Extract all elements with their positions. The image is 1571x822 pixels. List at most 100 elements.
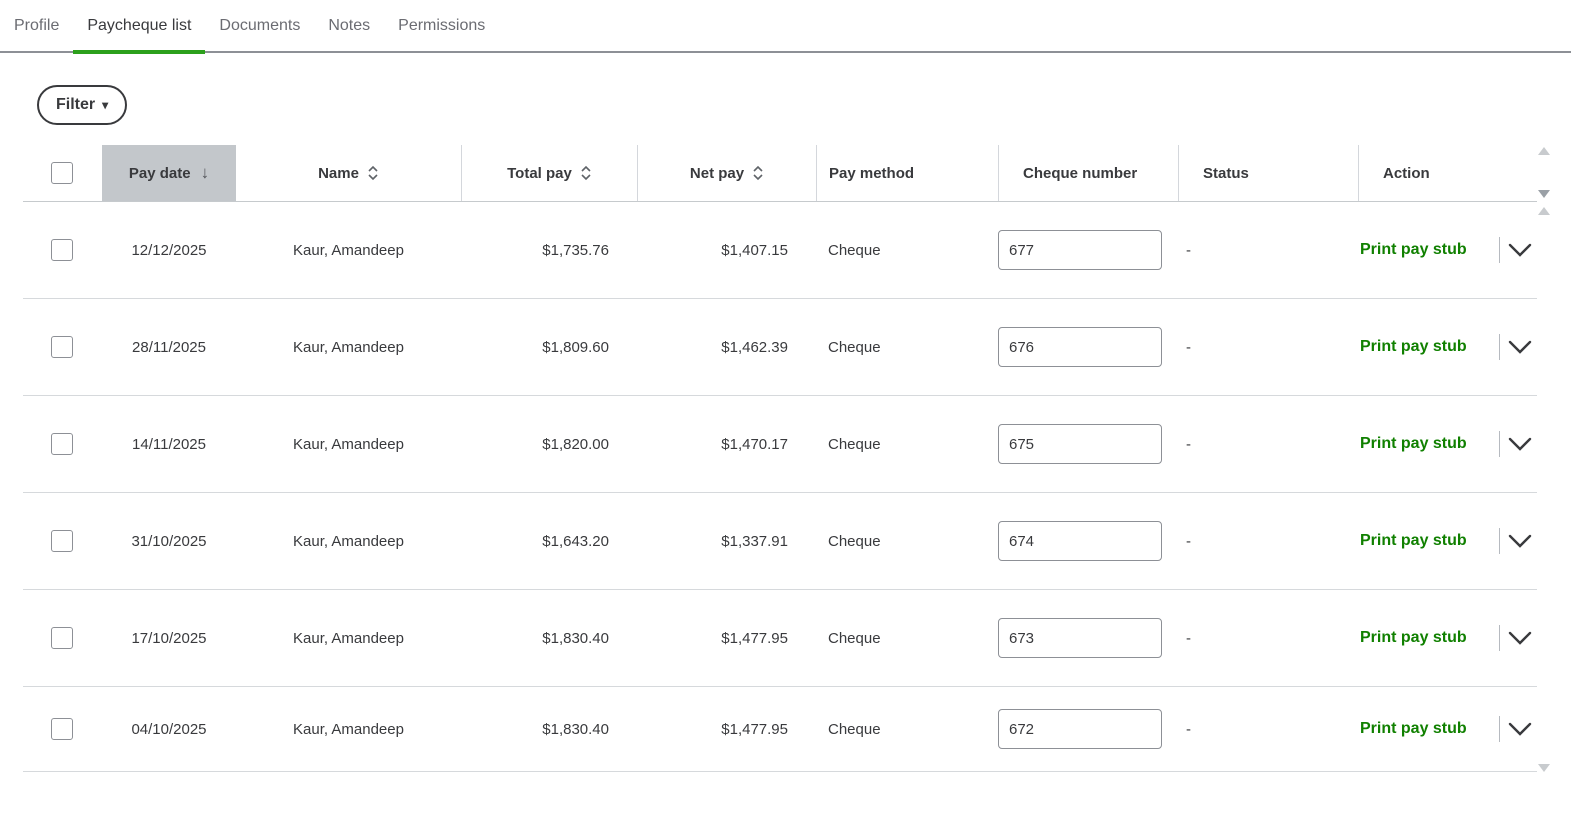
row-checkbox[interactable] [51,718,73,740]
row-actions-menu-button[interactable] [1508,243,1532,257]
column-header-pay-date[interactable]: Pay date ↓ [102,145,236,201]
column-header-action: Action [1358,145,1537,201]
tab-permissions[interactable]: Permissions [398,16,486,34]
print-pay-stub-link[interactable]: Print pay stub [1360,720,1467,737]
pay-method-cell: Cheque [828,435,881,453]
pay-method-cell: Cheque [828,241,881,259]
total-pay-cell: $1,809.60 [542,338,609,356]
cheque-number-header-label: Cheque number [1023,164,1138,182]
row-actions-menu-button[interactable] [1508,534,1532,548]
net-pay-cell: $1,462.39 [721,338,788,356]
net-pay-cell: $1,477.95 [721,629,788,647]
filter-button-label: Filter [56,96,96,113]
status-cell: - [1186,532,1191,550]
row-checkbox[interactable] [51,433,73,455]
select-all-checkbox[interactable] [51,162,73,184]
total-pay-cell: $1,735.76 [542,241,609,259]
chevron-down-icon [1508,631,1532,645]
row-checkbox[interactable] [51,336,73,358]
pay-date-cell: 31/10/2025 [131,532,207,550]
status-cell: - [1186,435,1191,453]
row-checkbox[interactable] [51,627,73,649]
chevron-down-icon [1508,243,1532,257]
action-divider [1499,528,1500,554]
header-checkbox-cell [23,145,102,201]
table-row: 28/11/2025 Kaur, Amandeep $1,809.60 $1,4… [23,299,1537,396]
table-row: 12/12/2025 Kaur, Amandeep $1,735.76 $1,4… [23,202,1537,299]
sort-toggle-icon [580,164,592,182]
paycheque-table: Pay date ↓ Name Total pay Net pay [23,145,1537,772]
net-pay-header-label: Net pay [689,164,745,182]
net-pay-cell: $1,337.91 [721,532,788,550]
tab-profile[interactable]: Profile [14,16,60,34]
pay-method-header-label: Pay method [829,164,915,182]
action-header-label: Action [1383,164,1430,182]
column-header-status: Status [1178,145,1358,201]
chevron-down-icon [1508,340,1532,354]
row-actions-menu-button[interactable] [1508,340,1532,354]
name-cell: Kaur, Amandeep [293,629,404,647]
row-actions-menu-button[interactable] [1508,437,1532,451]
name-cell: Kaur, Amandeep [293,532,404,550]
tab-documents[interactable]: Documents [219,16,301,34]
cheque-number-input[interactable] [998,327,1162,367]
column-header-name[interactable]: Name [236,145,461,201]
action-divider [1499,237,1500,263]
name-cell: Kaur, Amandeep [293,241,404,259]
chevron-down-icon [1508,437,1532,451]
action-divider [1499,334,1500,360]
status-header-label: Status [1203,164,1249,182]
column-header-net-pay[interactable]: Net pay [637,145,816,201]
name-header-label: Name [318,164,359,182]
column-header-cheque-number: Cheque number [998,145,1178,201]
status-cell: - [1186,241,1191,259]
cheque-number-input[interactable] [998,709,1162,749]
pay-method-cell: Cheque [828,629,881,647]
caret-down-icon: ▾ [102,98,109,112]
row-actions-menu-button[interactable] [1508,722,1532,736]
row-actions-menu-button[interactable] [1508,631,1532,645]
cheque-number-input[interactable] [998,230,1162,270]
print-pay-stub-link[interactable]: Print pay stub [1360,532,1467,549]
cheque-number-input[interactable] [998,521,1162,561]
total-pay-cell: $1,830.40 [542,720,609,738]
scroll-down-arrow-icon[interactable] [1538,190,1550,198]
net-pay-cell: $1,407.15 [721,241,788,259]
tab-notes[interactable]: Notes [328,16,371,34]
total-pay-cell: $1,820.00 [542,435,609,453]
pay-date-cell: 28/11/2025 [132,338,206,356]
row-checkbox[interactable] [51,530,73,552]
pay-method-cell: Cheque [828,338,881,356]
cheque-number-input[interactable] [998,618,1162,658]
table-row: 17/10/2025 Kaur, Amandeep $1,830.40 $1,4… [23,590,1537,687]
print-pay-stub-link[interactable]: Print pay stub [1360,241,1467,258]
total-pay-header-label: Total pay [507,164,572,182]
cheque-number-input[interactable] [998,424,1162,464]
print-pay-stub-link[interactable]: Print pay stub [1360,338,1467,355]
name-cell: Kaur, Amandeep [293,720,404,738]
filter-button[interactable]: Filter ▾ [37,85,128,125]
scroll-down-arrow-icon[interactable] [1538,764,1550,772]
scroll-up-arrow-icon[interactable] [1538,207,1550,215]
row-checkbox[interactable] [51,239,73,261]
pay-method-cell: Cheque [828,720,881,738]
table-row: 14/11/2025 Kaur, Amandeep $1,820.00 $1,4… [23,396,1537,493]
tab-paycheque-list[interactable]: Paycheque list [73,0,206,54]
scroll-up-arrow-icon[interactable] [1538,147,1550,155]
sort-toggle-icon [367,164,379,182]
column-header-total-pay[interactable]: Total pay [461,145,637,201]
action-divider [1499,625,1500,651]
print-pay-stub-link[interactable]: Print pay stub [1360,435,1467,452]
action-divider [1499,716,1500,742]
pay-date-cell: 04/10/2025 [131,720,207,738]
total-pay-cell: $1,643.20 [542,532,609,550]
sort-descending-icon: ↓ [200,163,210,182]
pay-date-cell: 14/11/2025 [132,435,206,453]
sort-toggle-icon [752,164,764,182]
net-pay-cell: $1,477.95 [721,720,788,738]
total-pay-cell: $1,830.40 [542,629,609,647]
pay-date-cell: 12/12/2025 [131,241,207,259]
table-row: 04/10/2025 Kaur, Amandeep $1,830.40 $1,4… [23,687,1537,772]
print-pay-stub-link[interactable]: Print pay stub [1360,629,1467,646]
